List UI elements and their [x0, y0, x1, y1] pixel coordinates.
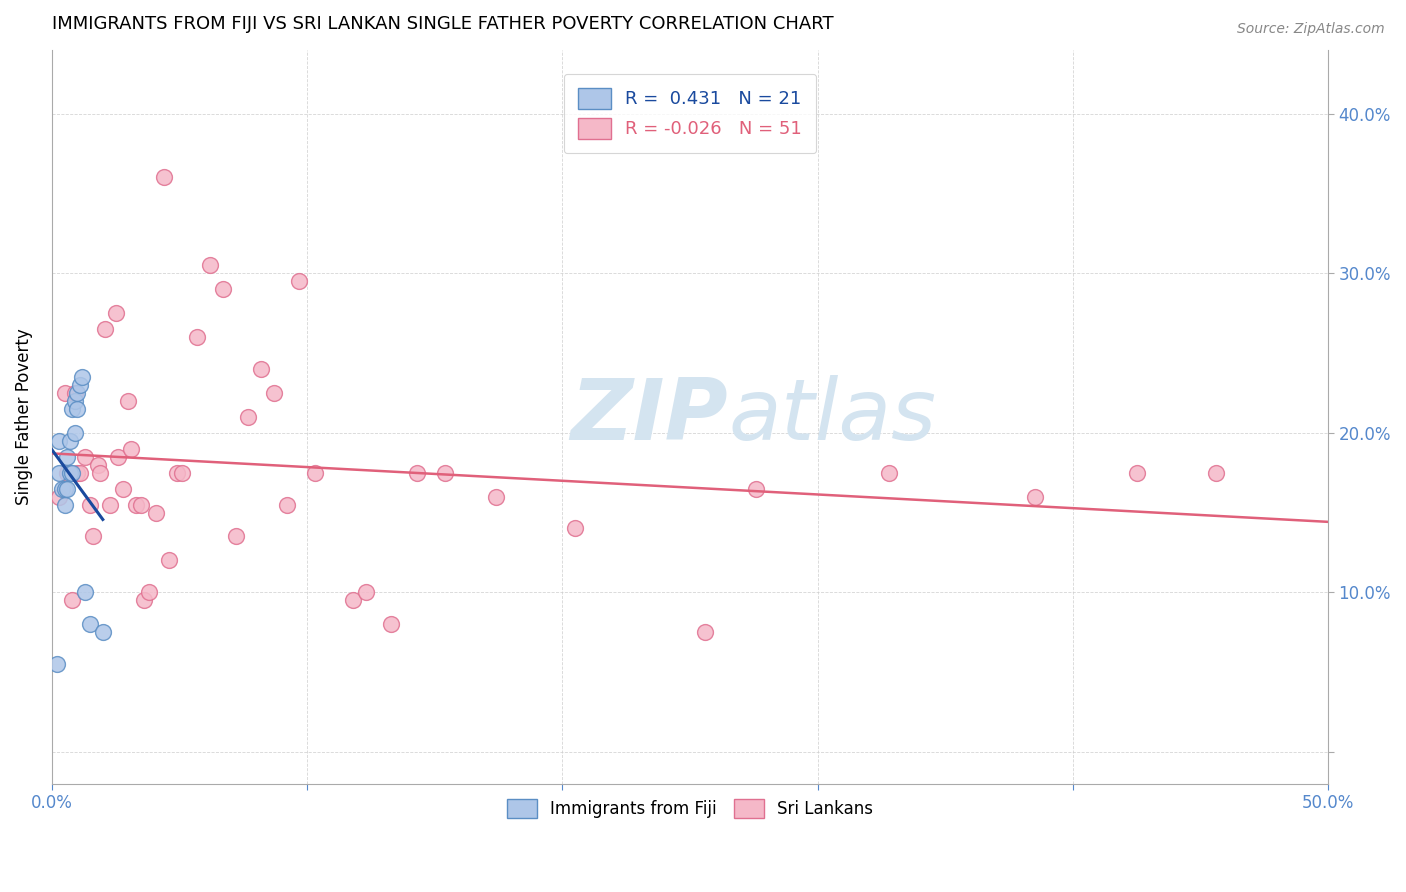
Point [145, 506, 167, 520]
Point [56, 466, 79, 480]
Point [73, 585, 96, 599]
Point [48, 490, 70, 504]
Point [129, 498, 152, 512]
Point [405, 466, 427, 480]
Point [695, 625, 717, 640]
Point [138, 585, 160, 599]
Point [79, 498, 101, 512]
Point [72, 370, 94, 384]
Point [66, 401, 89, 416]
Point [63, 393, 86, 408]
Point [45, 657, 67, 671]
Point [380, 617, 402, 632]
Point [60, 593, 83, 607]
Point [53, 498, 76, 512]
Point [94, 322, 117, 336]
Point [198, 258, 221, 272]
Point [132, 593, 155, 607]
Point [63, 385, 86, 400]
Point [66, 466, 89, 480]
Point [1024, 490, 1046, 504]
Legend: Immigrants from Fiji, Sri Lankans: Immigrants from Fiji, Sri Lankans [499, 791, 882, 827]
Text: ZIP: ZIP [571, 376, 728, 458]
Text: atlas: atlas [728, 376, 936, 458]
Point [564, 521, 586, 535]
Point [51, 482, 73, 496]
Point [354, 585, 377, 599]
Point [66, 385, 89, 400]
Point [60, 401, 83, 416]
Point [79, 617, 101, 632]
Point [69, 377, 91, 392]
Point [63, 425, 86, 440]
Point [877, 466, 900, 480]
Point [342, 593, 364, 607]
Point [89, 466, 111, 480]
Y-axis label: Single Father Poverty: Single Father Poverty [15, 328, 32, 505]
Point [73, 450, 96, 464]
Point [276, 498, 298, 512]
Point [53, 385, 76, 400]
Point [186, 330, 208, 344]
Point [104, 306, 127, 320]
Text: Source: ZipAtlas.com: Source: ZipAtlas.com [1237, 22, 1385, 37]
Point [157, 553, 180, 567]
Point [120, 442, 142, 456]
Point [745, 482, 768, 496]
Point [166, 466, 188, 480]
Point [56, 450, 79, 464]
Point [225, 529, 247, 543]
Point [211, 282, 233, 296]
Point [250, 362, 273, 376]
Point [304, 466, 326, 480]
Point [433, 466, 456, 480]
Point [263, 385, 285, 400]
Point [91, 625, 114, 640]
Point [153, 170, 176, 185]
Point [125, 498, 148, 512]
Point [1205, 466, 1227, 480]
Point [82, 529, 104, 543]
Text: IMMIGRANTS FROM FIJI VS SRI LANKAN SINGLE FATHER POVERTY CORRELATION CHART: IMMIGRANTS FROM FIJI VS SRI LANKAN SINGL… [52, 15, 834, 33]
Point [117, 393, 139, 408]
Point [100, 498, 122, 512]
Point [56, 482, 79, 496]
Point [48, 466, 70, 480]
Point [86, 458, 108, 472]
Point [69, 466, 91, 480]
Point [1125, 466, 1147, 480]
Point [59, 466, 82, 480]
Point [170, 466, 193, 480]
Point [60, 466, 83, 480]
Point [107, 450, 129, 464]
Point [238, 409, 260, 424]
Point [59, 434, 82, 448]
Point [288, 274, 311, 288]
Point [48, 434, 70, 448]
Point [53, 482, 76, 496]
Point [112, 482, 135, 496]
Point [485, 490, 508, 504]
